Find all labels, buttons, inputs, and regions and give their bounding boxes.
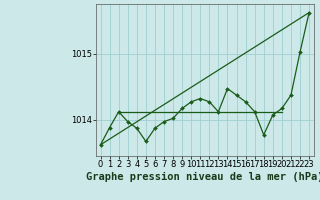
- X-axis label: Graphe pression niveau de la mer (hPa): Graphe pression niveau de la mer (hPa): [86, 172, 320, 182]
